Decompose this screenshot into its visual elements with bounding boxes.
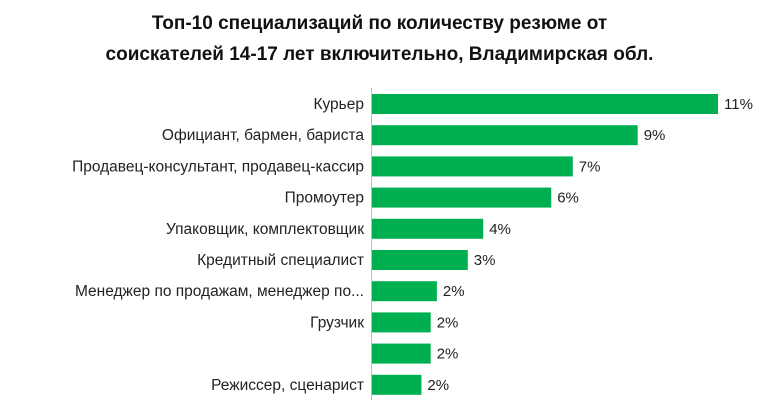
chart-title-line-2: соискателей 14-17 лет включительно, Влад… (105, 44, 654, 65)
category-label-1: Курьер (313, 96, 364, 113)
value-label-7: 2% (443, 283, 465, 300)
chart-title-line-1: Топ-10 специализаций по количеству резюм… (151, 13, 608, 34)
category-label-10: Режиссер, сценарист (211, 377, 364, 394)
bar-6 (372, 250, 468, 270)
bar-5 (372, 218, 484, 239)
bar-2 (372, 125, 638, 146)
value-label-10: 2% (427, 377, 449, 394)
category-label-4: Промоутер (285, 190, 364, 207)
category-label-6: Кредитный специалист (197, 252, 364, 269)
value-label-5: 4% (489, 221, 511, 238)
bar-3 (372, 156, 573, 177)
bar-7 (372, 281, 437, 302)
category-label-8: Грузчик (310, 314, 364, 331)
bar-9 (372, 343, 431, 364)
value-label-4: 6% (557, 190, 579, 207)
value-label-8: 2% (437, 314, 459, 331)
category-label-3: Продавец-консультант, продавец-кассир (72, 158, 364, 175)
bar-10 (372, 374, 422, 395)
value-label-2: 9% (644, 127, 666, 144)
category-label-5: Упаковщик, комплектовщик (166, 221, 364, 238)
chart-title: Топ-10 специализаций по количеству резюм… (0, 8, 759, 70)
value-label-1: 11% (724, 96, 753, 113)
value-label-9: 2% (437, 346, 459, 363)
bars-layer: Курьер 11% Официант, бармен, бариста 9% Прод… (72, 94, 753, 395)
category-label-7: Менеджер по продажам, менеджер по... (75, 283, 364, 300)
bar-1 (372, 94, 718, 114)
bar-4 (372, 187, 552, 208)
value-label-6: 3% (474, 252, 496, 269)
category-label-2: Официант, бармен, бариста (162, 127, 364, 144)
bar-8 (372, 312, 431, 333)
value-label-3: 7% (579, 158, 601, 175)
